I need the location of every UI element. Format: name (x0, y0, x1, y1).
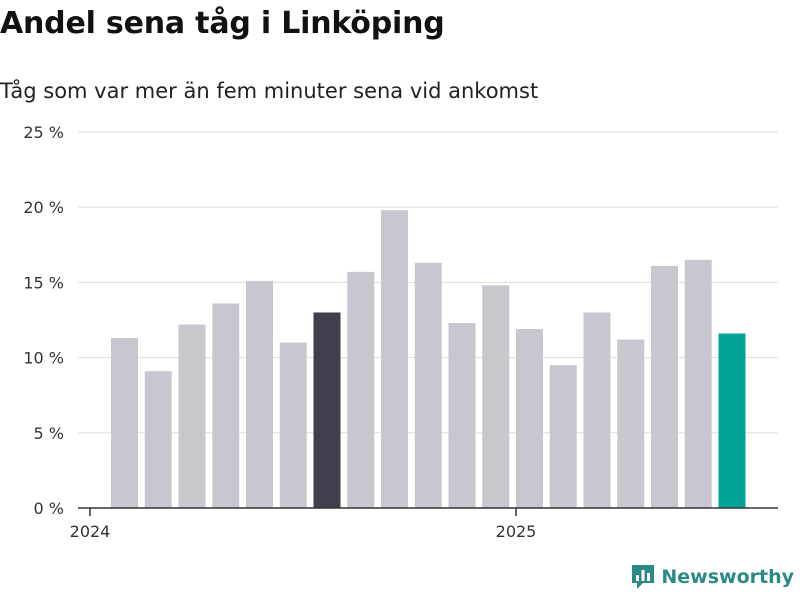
bar (549, 365, 577, 508)
bar (651, 265, 678, 508)
chart-subtitle: Tåg som var mer än fem minuter sena vid … (0, 79, 539, 103)
bar (246, 280, 273, 508)
y-tick-label: 20 % (23, 198, 64, 217)
brand-name: Newsworthy (661, 566, 794, 588)
bar (482, 285, 510, 508)
bar (178, 324, 206, 508)
y-tick-label: 25 % (23, 123, 64, 142)
bar (144, 371, 172, 508)
bar (279, 342, 307, 508)
brand-logo: Newsworthy (631, 564, 794, 590)
bar (347, 271, 375, 508)
y-tick-label: 15 % (23, 273, 64, 292)
bar (448, 323, 476, 508)
bar (684, 259, 712, 508)
bar (583, 312, 611, 508)
bar (617, 339, 645, 508)
bar (111, 338, 138, 508)
y-tick-label: 0 % (34, 499, 64, 518)
newsworthy-logo-icon (632, 565, 655, 589)
bar (718, 333, 746, 508)
bar (313, 312, 341, 508)
y-tick-label: 5 % (34, 424, 64, 443)
bar (212, 303, 240, 508)
bar (381, 210, 408, 508)
x-tick-label: 2024 (70, 522, 111, 541)
bar (414, 262, 442, 508)
y-tick-label: 10 % (23, 349, 64, 368)
chart-title: Andel sena tåg i Linköping (0, 6, 445, 41)
bar (516, 329, 543, 508)
x-tick-label: 2025 (496, 522, 537, 541)
